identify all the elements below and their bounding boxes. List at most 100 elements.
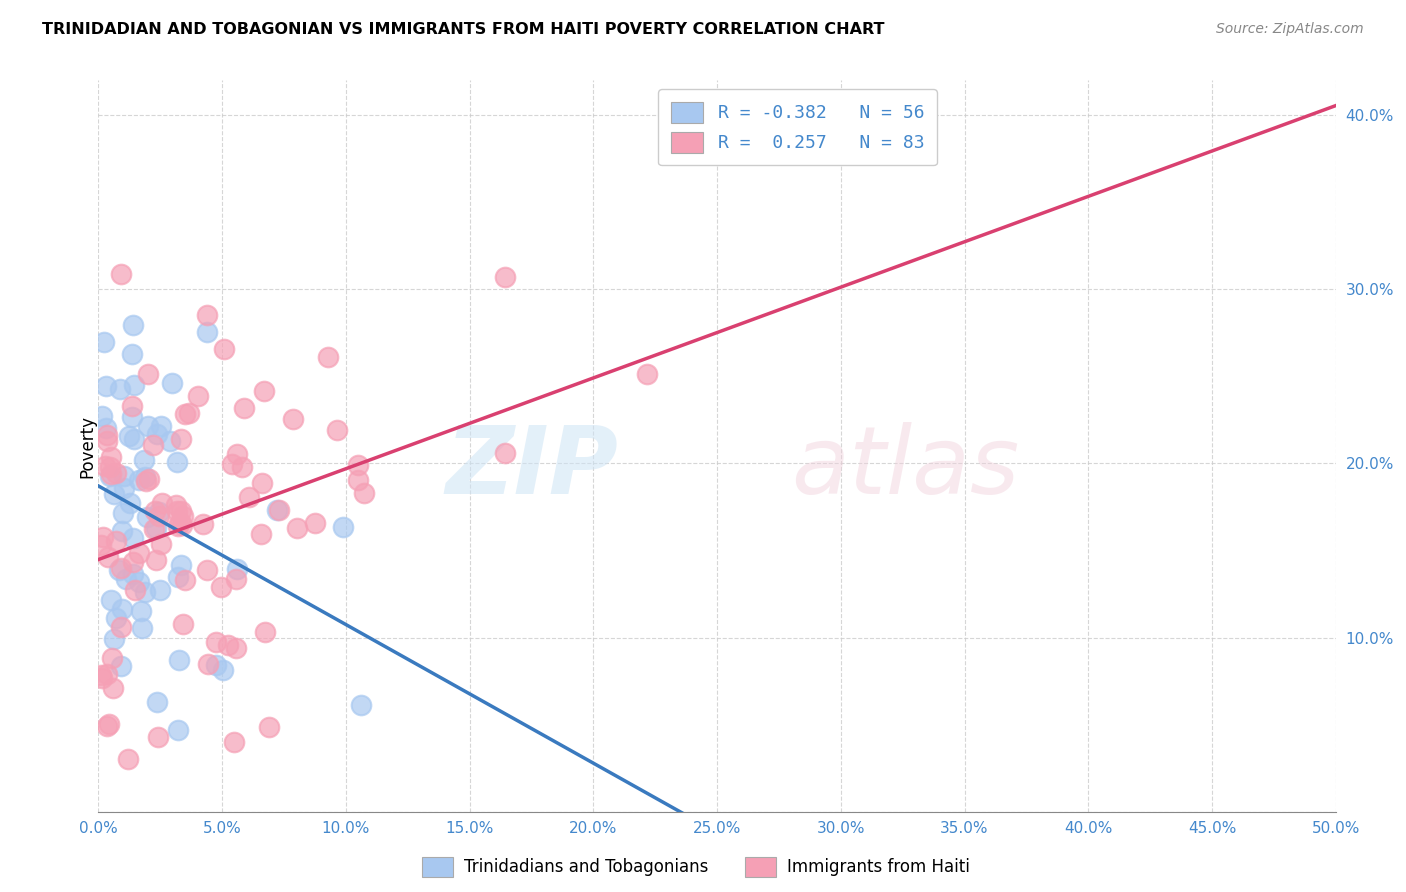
Point (101, 650, 124, 665)
Point (104, 533, 127, 548)
Point (110, 561, 132, 575)
Point (349, 698, 371, 713)
Point (174, 574, 197, 588)
Point (332, 519, 354, 533)
Point (122, 432, 145, 446)
Point (96, 434, 118, 449)
Point (105, 611, 128, 625)
Point (187, 389, 209, 403)
Point (166, 570, 188, 584)
Point (93, 335, 115, 350)
Point (149, 419, 172, 434)
Point (94, 379, 117, 393)
Point (253, 384, 276, 399)
Point (285, 521, 308, 535)
Point (495, 269, 517, 284)
Point (131, 621, 153, 635)
Point (173, 407, 195, 421)
Point (117, 752, 139, 766)
Point (108, 563, 131, 577)
Point (111, 506, 134, 520)
Point (129, 604, 152, 618)
Point (148, 508, 170, 523)
Point (150, 496, 173, 510)
Text: atlas: atlas (792, 423, 1019, 514)
Point (231, 459, 253, 474)
Point (115, 572, 138, 586)
Point (90, 538, 112, 552)
Point (179, 406, 201, 420)
Point (134, 470, 156, 484)
Point (122, 531, 145, 545)
Point (636, 367, 658, 381)
Point (96, 420, 118, 434)
Point (325, 423, 347, 437)
Point (170, 558, 193, 572)
Text: Trinidadians and Tobagonians: Trinidadians and Tobagonians (464, 858, 709, 876)
Y-axis label: Poverty: Poverty (79, 415, 96, 477)
Point (250, 476, 273, 491)
Text: TRINIDADIAN AND TOBAGONIAN VS IMMIGRANTS FROM HAITI POVERTY CORRELATION CHART: TRINIDADIAN AND TOBAGONIAN VS IMMIGRANTS… (42, 22, 884, 37)
Point (172, 508, 194, 523)
Point (100, 593, 122, 607)
Text: ZIP: ZIP (446, 422, 619, 514)
Point (122, 378, 145, 392)
Point (266, 503, 288, 517)
Point (98, 716, 121, 731)
Point (197, 657, 219, 671)
Point (121, 410, 143, 425)
Point (170, 518, 193, 533)
Point (169, 432, 191, 446)
Point (103, 632, 125, 646)
Point (112, 468, 135, 483)
Point (93, 530, 115, 544)
Point (108, 382, 131, 396)
Point (167, 723, 190, 737)
Point (347, 473, 370, 487)
Point (121, 399, 143, 413)
Point (159, 434, 181, 449)
Point (122, 555, 145, 569)
Point (347, 458, 370, 473)
Point (209, 580, 232, 594)
Point (225, 641, 247, 656)
Point (100, 467, 122, 481)
Point (195, 563, 218, 577)
Point (316, 350, 339, 364)
Point (121, 318, 143, 332)
Point (195, 325, 218, 339)
Point (136, 367, 159, 381)
Point (121, 567, 143, 582)
Point (136, 418, 159, 433)
Point (212, 343, 235, 357)
Point (205, 634, 228, 648)
Point (225, 562, 247, 576)
Point (145, 504, 167, 518)
Point (217, 638, 239, 652)
Point (169, 515, 191, 529)
Point (281, 411, 304, 425)
Point (146, 427, 169, 442)
Point (148, 505, 170, 519)
Point (304, 516, 326, 530)
Point (195, 308, 218, 322)
Point (110, 620, 132, 634)
Point (353, 486, 375, 500)
Point (128, 575, 150, 590)
Point (121, 347, 143, 361)
Point (96, 667, 118, 681)
Point (254, 625, 277, 640)
Point (94, 458, 117, 473)
Point (250, 527, 273, 541)
Point (105, 466, 128, 480)
Point (494, 446, 516, 460)
Point (90, 671, 112, 685)
Point (112, 481, 135, 495)
Point (142, 438, 165, 452)
Point (166, 455, 188, 469)
Point (172, 616, 194, 631)
Point (132, 453, 155, 467)
Point (136, 509, 159, 524)
Point (170, 504, 193, 518)
Point (145, 553, 167, 567)
